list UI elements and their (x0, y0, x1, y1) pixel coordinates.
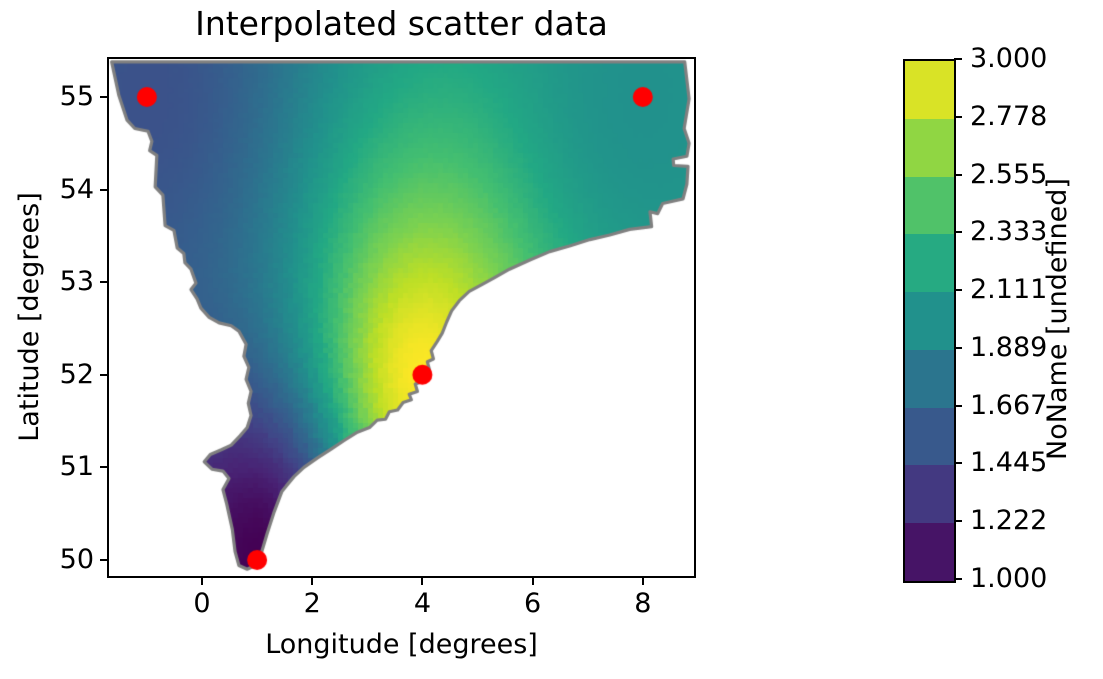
colorbar-tick-mark (954, 173, 962, 176)
colorbar-segment (905, 176, 954, 235)
x-tick-label: 2 (303, 588, 321, 619)
y-tick-label: 51 (59, 451, 94, 483)
x-tick-label: 8 (634, 588, 652, 619)
y-tick-label: 53 (59, 266, 94, 298)
colorbar-tick-label: 1.222 (970, 505, 1048, 537)
colorbar-segment (905, 61, 954, 119)
y-tick-label: 55 (59, 80, 94, 112)
colorbar-segment (905, 523, 954, 582)
colorbar-tick-label: 1.000 (970, 563, 1048, 594)
colorbar-tick-mark (954, 520, 962, 523)
colorbar-tick-mark (954, 404, 962, 407)
colorbar-segment (905, 349, 954, 408)
colorbar-tick-mark (954, 462, 962, 465)
colorbar-label: NoName [undefined] (1042, 178, 1073, 460)
colorbar-segment (905, 292, 954, 350)
colorbar-tick-label: 1.889 (970, 331, 1048, 363)
x-axis-label: Longitude [degrees] (265, 629, 538, 660)
colorbar-segment (905, 118, 954, 177)
x-tick-mark (311, 577, 314, 585)
x-tick-label: 6 (524, 588, 542, 619)
colorbar-tick-label: 1.667 (970, 389, 1048, 421)
colorbar (903, 59, 956, 583)
y-tick-mark (100, 95, 108, 98)
y-tick-mark (100, 373, 108, 376)
y-tick-label: 52 (59, 358, 94, 390)
colorbar-segment (905, 465, 954, 524)
x-tick-mark (641, 577, 644, 585)
colorbar-tick-label: 2.111 (970, 274, 1048, 306)
x-tick-mark (201, 577, 203, 585)
colorbar-tick-label: 1.445 (970, 447, 1048, 479)
colorbar-tick-mark (954, 346, 962, 349)
y-tick-mark (100, 188, 108, 191)
colorbar-tick-mark (954, 289, 962, 292)
colorbar-tick-label: 2.555 (970, 158, 1048, 190)
colorbar-tick-mark (954, 578, 962, 580)
plot-title: Interpolated scatter data (195, 4, 608, 43)
x-tick-label: 0 (193, 588, 211, 619)
y-tick-mark (100, 466, 108, 469)
y-tick-mark (100, 281, 108, 284)
colorbar-segment (905, 234, 954, 293)
y-tick-label: 50 (59, 543, 94, 575)
x-tick-mark (531, 577, 534, 585)
colorbar-tick-mark (954, 231, 962, 234)
y-tick-mark (100, 558, 108, 561)
colorbar-tick-label: 2.333 (970, 216, 1048, 248)
colorbar-tick-label: 2.778 (970, 100, 1048, 132)
x-tick-label: 4 (413, 588, 431, 619)
colorbar-tick-label: 3.000 (970, 43, 1048, 74)
y-axis-label: Latitude [degrees] (14, 192, 45, 442)
colorbar-segment (905, 407, 954, 466)
y-tick-label: 54 (59, 173, 94, 205)
colorbar-tick-mark (954, 58, 962, 60)
map-plot-canvas (108, 58, 695, 577)
colorbar-tick-mark (954, 115, 962, 118)
x-tick-mark (421, 577, 424, 585)
